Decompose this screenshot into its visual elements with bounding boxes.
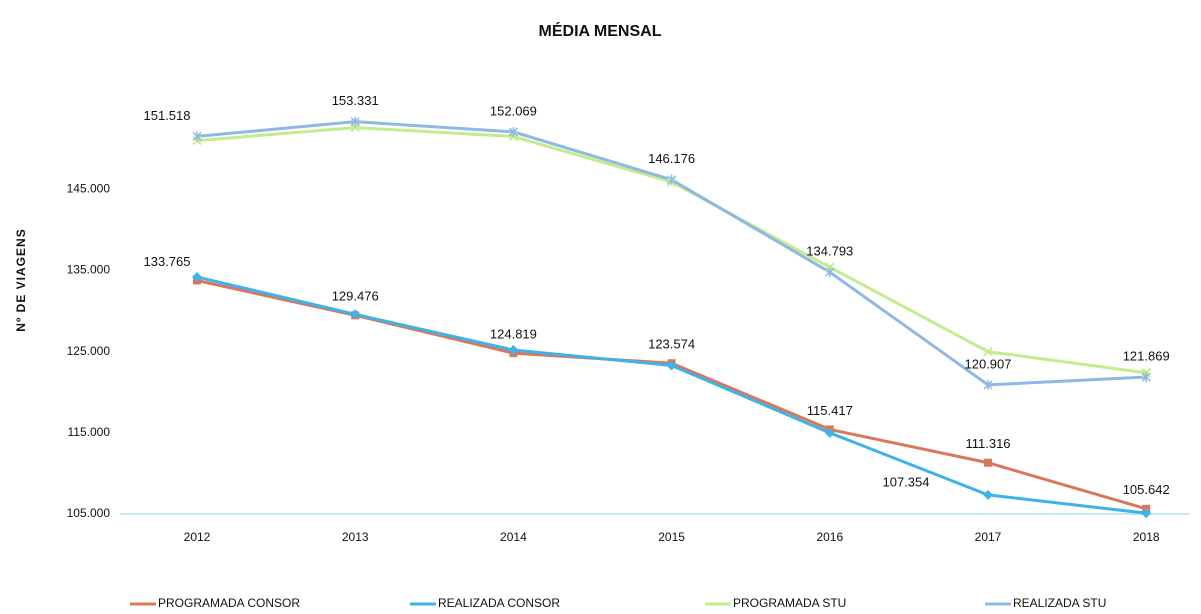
data-label: 123.574 <box>648 337 695 352</box>
x-tick-label: 2014 <box>500 530 527 544</box>
marker <box>350 309 361 320</box>
x-tick-label: 2015 <box>658 530 685 544</box>
marker <box>983 379 993 390</box>
data-label: 129.476 <box>332 289 379 304</box>
marker <box>825 267 835 278</box>
marker <box>1141 508 1152 519</box>
legend-text: PROGRAMADA CONSOR <box>158 596 300 610</box>
y-axis-title: Nº DE VIAGENS <box>14 228 28 331</box>
data-label: 115.417 <box>807 403 853 418</box>
legend-text: REALIZADA STU <box>1013 596 1106 610</box>
data-label: 107.354 <box>883 474 930 489</box>
marker <box>666 360 677 371</box>
legend-text: REALIZADA CONSOR <box>438 596 560 610</box>
marker <box>508 126 518 137</box>
x-tick-label: 2017 <box>975 530 1002 544</box>
data-label: 105.642 <box>1123 482 1170 497</box>
data-label: 152.069 <box>490 103 537 118</box>
legend-text: PROGRAMADA STU <box>733 596 846 610</box>
data-label: 133.765 <box>144 254 191 269</box>
marker <box>192 271 202 282</box>
x-tick-label: 2012 <box>184 530 211 544</box>
marker <box>667 174 677 185</box>
marker <box>824 427 835 438</box>
data-label: 151.518 <box>144 108 191 123</box>
marker <box>192 131 202 142</box>
data-label: 146.176 <box>648 151 695 166</box>
marker <box>350 116 360 127</box>
y-tick-label: 135.000 <box>67 263 111 277</box>
marker <box>983 346 993 357</box>
x-tick-label: 2013 <box>342 530 369 544</box>
y-tick-label: 115.000 <box>68 425 111 439</box>
chart-title: MÉDIA MENSAL <box>539 21 662 40</box>
y-tick-label: 105.000 <box>67 506 111 520</box>
marker <box>984 458 992 467</box>
marker <box>983 489 993 500</box>
y-tick-label: 125.000 <box>67 344 111 358</box>
x-tick-label: 2016 <box>816 530 843 544</box>
data-label: 153.331 <box>332 93 379 108</box>
marker <box>508 345 519 356</box>
data-label: 121.869 <box>1123 349 1170 364</box>
series-line <box>196 279 1147 511</box>
x-tick-label: 2018 <box>1133 530 1160 544</box>
data-label: 134.793 <box>806 244 853 259</box>
data-label: 120.907 <box>965 356 1012 371</box>
data-label: 111.316 <box>965 436 1010 451</box>
data-label: 124.819 <box>490 327 537 342</box>
marker <box>1141 372 1151 383</box>
y-tick-label: 145.000 <box>67 181 111 195</box>
